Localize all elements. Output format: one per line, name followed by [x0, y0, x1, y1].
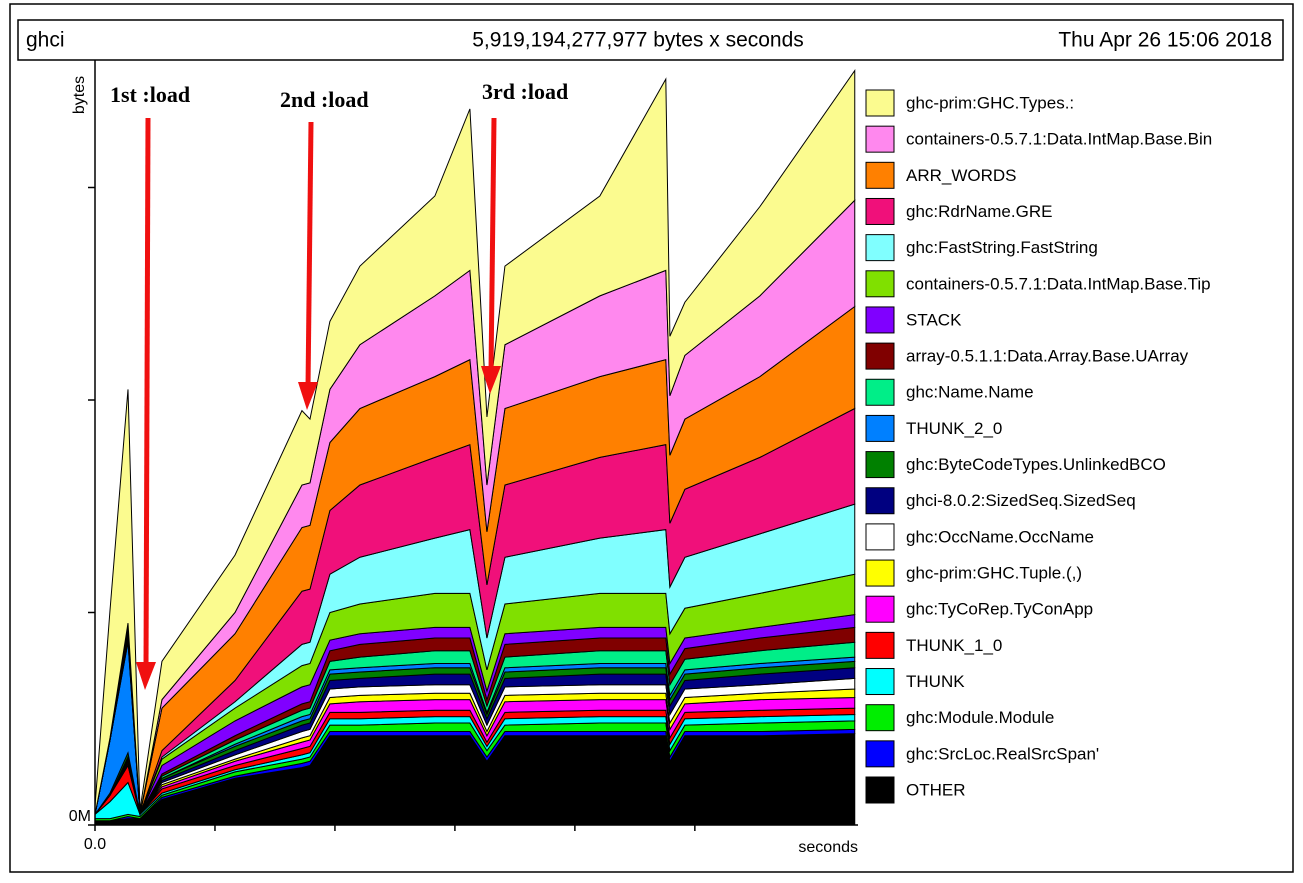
annotation: 3rd :load — [482, 79, 568, 104]
legend: ghc-prim:GHC.Types.: containers-0.5.7.1:D… — [865, 89, 1212, 804]
legend-swatch — [865, 197, 895, 225]
arrow-shaft — [305, 121, 314, 389]
legend-label: ghc:Name.Name — [906, 383, 1034, 402]
legend-swatch — [865, 342, 895, 370]
annotation: 2nd :load — [280, 87, 369, 112]
legend-swatch — [865, 378, 895, 406]
legend-label: ghc:Module.Module — [906, 708, 1054, 727]
legend-label: STACK — [906, 310, 962, 329]
legend-swatch — [865, 559, 895, 587]
legend-label: ghc:ByteCodeTypes.UnlinkedBCO — [906, 455, 1166, 474]
legend-label: ghc:SrcLoc.RealSrcSpan' — [906, 744, 1099, 763]
legend-swatch — [865, 125, 895, 153]
legend-swatch — [865, 776, 895, 804]
y-tick-label: 0M — [69, 808, 91, 825]
legend-label: ghc:FastString.FastString — [906, 238, 1098, 257]
legend-swatch — [865, 595, 895, 623]
arrow-shaft — [488, 117, 497, 373]
plot-area — [94, 69, 856, 826]
chart-date: Thu Apr 26 15:06 2018 — [1058, 29, 1272, 52]
legend-swatch — [865, 306, 895, 334]
annotation-arrows — [136, 117, 501, 690]
legend-label: array-0.5.1.1:Data.Array.Base.UArray — [906, 347, 1189, 366]
legend-swatch — [865, 161, 895, 189]
legend-label: THUNK_2_0 — [906, 419, 1002, 438]
legend-label: OTHER — [906, 780, 966, 799]
legend-swatch — [865, 740, 895, 768]
legend-swatch — [865, 668, 895, 696]
chart-title: 5,919,194,277,977 bytes x seconds — [472, 29, 804, 52]
y-axis-label: bytes — [71, 76, 88, 114]
legend-label: ghc:OccName.OccName — [906, 527, 1094, 546]
x-axis-label: seconds — [798, 839, 858, 856]
legend-label: ghc-prim:GHC.Types.: — [906, 93, 1074, 112]
legend-swatch — [865, 451, 895, 479]
arrow-shaft — [143, 117, 151, 669]
arrow-head — [136, 662, 156, 690]
legend-swatch — [865, 270, 895, 298]
program-name: ghci — [26, 29, 65, 52]
legend-swatch — [865, 704, 895, 732]
legend-label: ARR_WORDS — [906, 166, 1017, 185]
legend-swatch — [865, 414, 895, 442]
annotation: 1st :load — [110, 82, 190, 107]
legend-swatch — [865, 487, 895, 515]
legend-label: THUNK_1_0 — [906, 636, 1002, 655]
arrow-head — [298, 382, 318, 410]
header-box — [17, 19, 1284, 61]
legend-label: containers-0.5.7.1:Data.IntMap.Base.Tip — [906, 274, 1211, 293]
legend-label: ghci-8.0.2:SizedSeq.SizedSeq — [906, 491, 1136, 510]
legend-label: ghc:TyCoRep.TyConApp — [906, 600, 1093, 619]
x-tick-label: 0.0 — [84, 836, 106, 853]
legend-label: THUNK — [906, 672, 965, 691]
legend-swatch — [865, 523, 895, 551]
legend-swatch — [865, 631, 895, 659]
legend-swatch — [865, 89, 895, 117]
legend-label: ghc:RdrName.GRE — [906, 202, 1052, 221]
area-layer — [94, 69, 856, 815]
legend-label: ghc-prim:GHC.Tuple.(,) — [906, 564, 1082, 583]
legend-label: containers-0.5.7.1:Data.IntMap.Base.Bin — [906, 130, 1212, 149]
legend-swatch — [865, 234, 895, 262]
arrow-head — [481, 366, 501, 394]
